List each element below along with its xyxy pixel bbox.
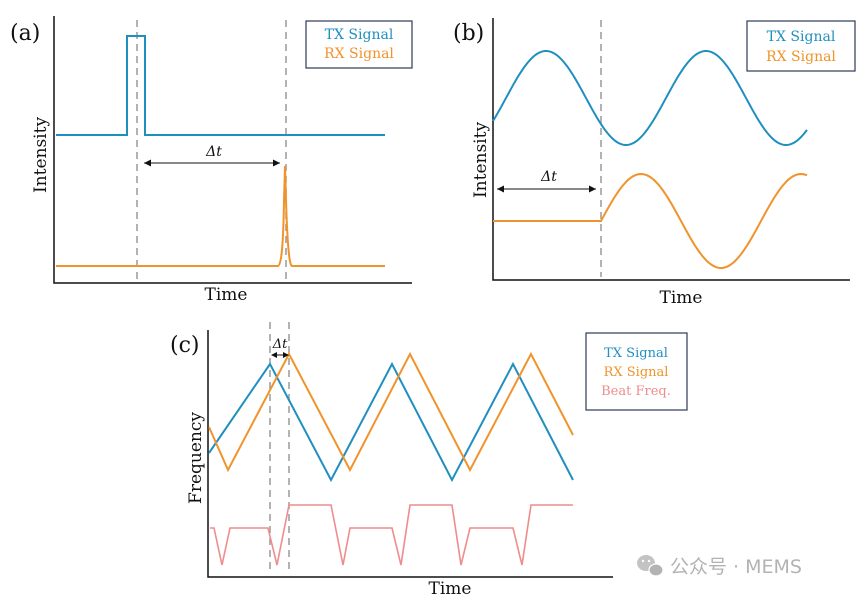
- panel-a-rx-pulse: [56, 165, 385, 267]
- panel-c-tx-chirp: [208, 361, 574, 483]
- panel-c-xlabel: Time: [429, 579, 472, 599]
- panel-b-legend-tx: TX Signal: [767, 29, 836, 45]
- panel-b-legend-box: [746, 20, 856, 72]
- watermark-text: 公众号 · MEMS: [670, 556, 802, 578]
- panel-c-legend-tx: TX Signal: [604, 346, 668, 361]
- panel-a-legend-tx: TX Signal: [325, 27, 394, 43]
- panel-b-delta-label: Δt: [540, 169, 557, 185]
- panel-b-tx-sine: [492, 50, 808, 146]
- panel-c-legend: TX Signal RX Signal Beat Freq.: [585, 332, 688, 411]
- panel-a-label: (a): [10, 21, 40, 46]
- panel-b-xlabel: Time: [660, 288, 703, 308]
- panel-a-tx-pulse: [56, 35, 385, 136]
- panel-c-rx-chirp: [208, 351, 574, 473]
- panel-c: (c) Time Frequency Δt TX Signal RX Signa…: [170, 322, 688, 599]
- panel-c-ylabel: Frequency: [186, 412, 206, 504]
- panel-a-ylabel: Intensity: [31, 117, 51, 193]
- panel-a-xlabel: Time: [205, 285, 248, 305]
- panel-c-legend-box: [585, 332, 688, 411]
- panel-c-delta-arrowheads: [271, 352, 289, 358]
- panel-a-delta-label: Δt: [205, 144, 222, 160]
- panel-b-legend: TX Signal RX Signal: [746, 20, 856, 72]
- watermark: 公众号 · MEMS: [637, 555, 802, 578]
- panel-b-ylabel: Intensity: [471, 122, 491, 198]
- panel-a-legend-box: [305, 20, 413, 69]
- panel-c-axes: [207, 330, 613, 578]
- panel-c-legend-beat: Beat Freq.: [601, 384, 671, 399]
- wechat-icon: [637, 555, 664, 577]
- panel-b: (b) Time Intensity Δt TX Signal RX Signa…: [453, 18, 856, 308]
- panel-b-legend-rx: RX Signal: [766, 49, 836, 65]
- panel-b-rx-sine: [493, 172, 808, 270]
- panel-c-legend-rx: RX Signal: [604, 365, 669, 380]
- panel-a: (a) Time Intensity Δt TX Signal RX Signa…: [10, 16, 413, 305]
- panel-c-delta-label: Δt: [272, 337, 288, 352]
- panel-b-label: (b): [453, 21, 484, 46]
- panel-a-axes: [53, 16, 412, 284]
- panel-b-axes: [492, 18, 850, 281]
- panel-a-legend: TX Signal RX Signal: [305, 20, 413, 69]
- panel-c-beat-frequency: [210, 504, 573, 566]
- panel-a-legend-rx: RX Signal: [324, 46, 394, 62]
- panel-c-label: (c): [170, 333, 200, 358]
